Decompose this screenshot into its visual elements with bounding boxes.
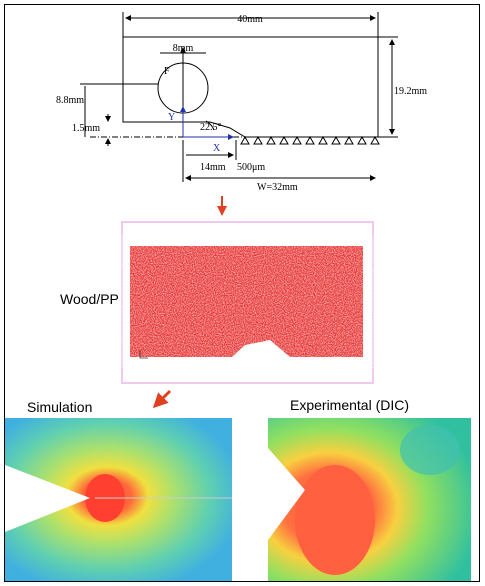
notch-tip-label: 500μm xyxy=(237,162,265,173)
figure: 40mm 8mm F 19.2mm 8.8mm 1.5mm Y 22.5° X … xyxy=(0,0,485,586)
height-label: 19.2mm xyxy=(394,86,427,97)
schematic: 40mm 8mm F 19.2mm 8.8mm 1.5mm Y 22.5° X … xyxy=(56,12,427,193)
offset-label: 1.5mm xyxy=(72,123,100,134)
hole-label: 8mm xyxy=(173,43,194,54)
shape xyxy=(400,425,460,475)
left-height-label: 8.8mm xyxy=(56,95,84,106)
x-axis-label: X xyxy=(213,143,221,154)
arrow xyxy=(155,391,170,406)
notch-depth-label: 14mm xyxy=(200,162,226,173)
mesh-panel: Wood/PP xyxy=(60,222,373,383)
experimental-label: Experimental (DIC) xyxy=(290,397,409,413)
mesh-label: Wood/PP xyxy=(60,291,119,307)
width-label: 40mm xyxy=(237,14,263,25)
shape xyxy=(130,246,363,357)
span-label: W=32mm xyxy=(257,182,298,193)
experimental-map xyxy=(268,418,471,581)
force-label: F xyxy=(164,66,170,77)
simulation-label: Simulation xyxy=(27,399,92,415)
angle-label: 22.5° xyxy=(200,122,222,133)
shape xyxy=(241,137,379,144)
simulation-map xyxy=(5,418,232,581)
shape xyxy=(295,465,375,575)
shape xyxy=(123,37,378,137)
y-axis-label: Y xyxy=(168,112,175,123)
